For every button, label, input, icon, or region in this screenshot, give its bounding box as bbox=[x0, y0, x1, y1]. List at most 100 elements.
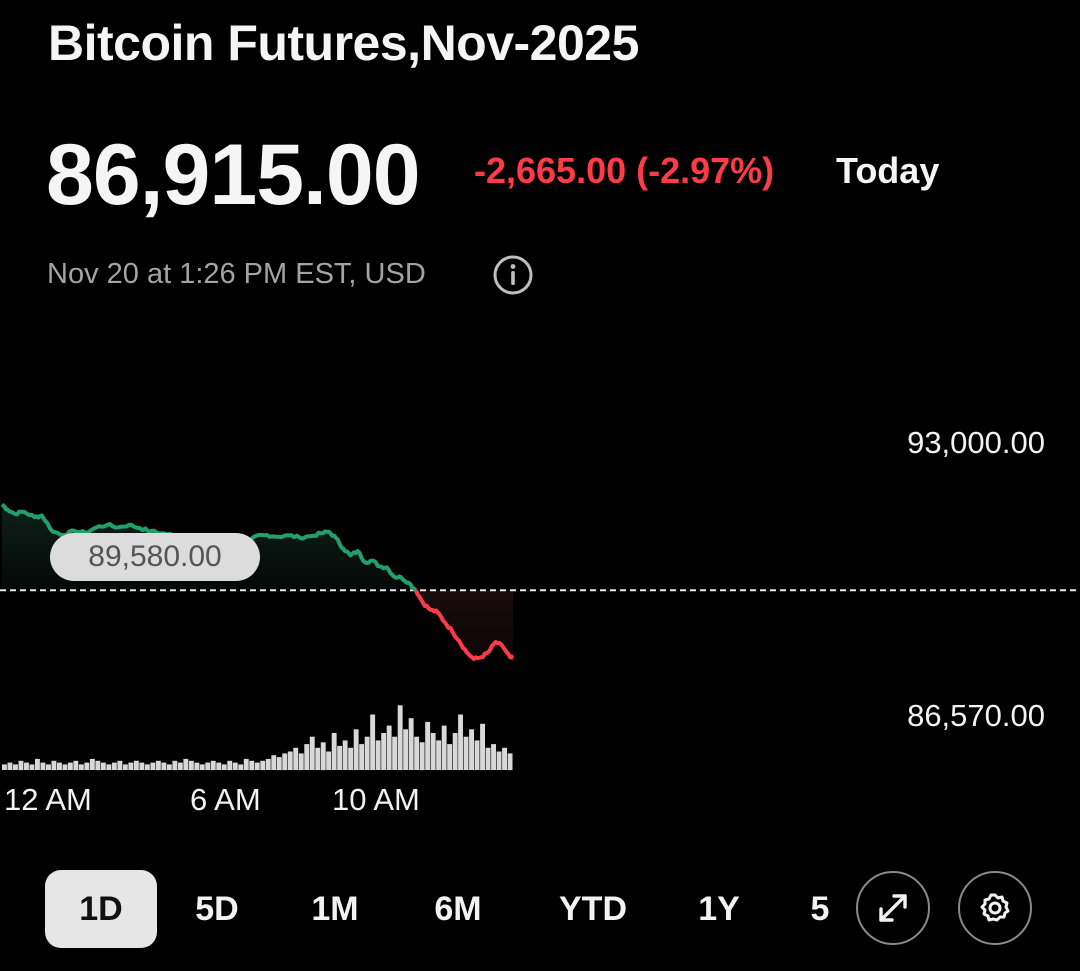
volume-bar bbox=[397, 705, 403, 771]
volume-bar bbox=[282, 753, 288, 771]
volume-bar bbox=[447, 744, 453, 770]
volume-bar bbox=[183, 758, 189, 770]
price-change: -2,665.00 (-2.97%) bbox=[474, 150, 775, 191]
volume-bar bbox=[331, 733, 337, 770]
volume-bar bbox=[370, 714, 376, 770]
volume-bar bbox=[452, 733, 458, 770]
volume-bar bbox=[287, 751, 293, 770]
volume-bar bbox=[133, 760, 139, 771]
volume-bar bbox=[359, 744, 365, 770]
volume-bar bbox=[458, 714, 463, 770]
volume-bar bbox=[155, 760, 161, 771]
volume-bar bbox=[194, 762, 200, 770]
volume-bar bbox=[304, 744, 310, 770]
volume-bar bbox=[342, 740, 348, 770]
range-tab-5d[interactable]: 5D bbox=[195, 890, 239, 928]
volume-bar bbox=[46, 764, 51, 770]
expand-icon bbox=[879, 894, 907, 922]
volume-bar bbox=[117, 760, 123, 771]
volume-bar bbox=[161, 762, 167, 770]
price-chart[interactable]: 93,000.00 86,570.00 89,580.00 12 AM 6 AM… bbox=[0, 330, 1080, 830]
volume-bar bbox=[57, 762, 62, 770]
price-area-down bbox=[415, 590, 514, 659]
volume-bar bbox=[205, 762, 211, 770]
y-axis-label-top: 93,000.00 bbox=[907, 425, 1045, 460]
volume-bar bbox=[298, 753, 304, 771]
range-tab-ytd[interactable]: YTD bbox=[559, 890, 627, 928]
volume-bar bbox=[221, 764, 227, 770]
volume-bar bbox=[375, 740, 381, 770]
volume-bar bbox=[139, 762, 145, 770]
volume-bar bbox=[232, 762, 238, 770]
volume-bar bbox=[100, 762, 106, 770]
volume-bar bbox=[40, 762, 46, 770]
volume-bar bbox=[144, 764, 150, 770]
volume-bar bbox=[238, 764, 244, 770]
previous-close-label: 89,580.00 bbox=[50, 533, 260, 581]
volume-bar bbox=[309, 736, 315, 770]
range-tab-5y[interactable]: 5 bbox=[810, 890, 830, 928]
volume-bar bbox=[474, 740, 480, 770]
volume-bar bbox=[507, 753, 513, 771]
range-tab-1d[interactable]: 1D bbox=[45, 870, 157, 948]
volume-bar bbox=[51, 760, 57, 771]
range-tab-6m[interactable]: 6M bbox=[434, 890, 482, 928]
quote-timestamp: Nov 20 at 1:26 PM EST, USD bbox=[47, 258, 426, 290]
volume-bar bbox=[227, 760, 233, 771]
volume-bar bbox=[271, 755, 277, 770]
volume-bar bbox=[24, 762, 29, 770]
volume-bar bbox=[35, 758, 40, 770]
volume-bar bbox=[84, 762, 90, 770]
volume-bar bbox=[166, 764, 172, 770]
info-icon[interactable] bbox=[492, 254, 534, 296]
volume-bar bbox=[353, 729, 359, 770]
volume-bar bbox=[62, 764, 68, 770]
volume-bar bbox=[29, 764, 35, 770]
volume-bar bbox=[89, 758, 95, 770]
volume-bar bbox=[122, 764, 128, 770]
x-axis-label: 10 AM bbox=[332, 782, 420, 817]
volume-bar bbox=[18, 760, 24, 771]
expand-button[interactable] bbox=[856, 871, 930, 945]
volume-bar bbox=[276, 757, 282, 771]
volume-bar bbox=[2, 764, 7, 770]
volume-bar bbox=[436, 740, 442, 770]
volume-bar bbox=[425, 721, 431, 770]
volume-bar bbox=[78, 764, 84, 770]
volume-bar bbox=[188, 760, 194, 771]
gear-icon bbox=[980, 893, 1010, 922]
volume-bar bbox=[403, 729, 409, 770]
volume-bar bbox=[485, 747, 491, 770]
volume-bar bbox=[408, 718, 414, 770]
volume-bar bbox=[320, 742, 326, 771]
volume-bar bbox=[106, 764, 112, 770]
volume-bar bbox=[381, 733, 387, 770]
range-tab-1y[interactable]: 1Y bbox=[698, 890, 740, 928]
volume-bar bbox=[337, 745, 343, 770]
volume-bar bbox=[469, 729, 474, 770]
volume-bar bbox=[7, 762, 13, 770]
y-axis-label-bottom: 86,570.00 bbox=[907, 698, 1045, 733]
volume-bar bbox=[73, 760, 79, 771]
volume-bar bbox=[95, 760, 101, 771]
volume-bar bbox=[172, 760, 178, 771]
change-period: Today bbox=[836, 150, 940, 191]
volume-bar bbox=[496, 751, 502, 770]
volume-bar bbox=[128, 762, 134, 770]
volume-bar bbox=[480, 723, 485, 771]
volume-bar bbox=[210, 760, 216, 771]
volume-bar bbox=[177, 762, 183, 770]
volume-bar bbox=[386, 725, 392, 770]
volume-bar bbox=[502, 747, 507, 770]
volume-bar bbox=[348, 747, 354, 770]
settings-button[interactable] bbox=[958, 871, 1032, 945]
volume-bar bbox=[254, 762, 260, 770]
volume-bar bbox=[392, 736, 398, 770]
volume-bar bbox=[414, 736, 420, 770]
volume-bar bbox=[491, 744, 496, 770]
volume-bar bbox=[265, 758, 271, 770]
price-line-down bbox=[413, 589, 515, 661]
range-tab-1m[interactable]: 1M bbox=[311, 890, 359, 928]
volume-bar bbox=[430, 733, 436, 770]
volume-bar bbox=[441, 725, 447, 770]
